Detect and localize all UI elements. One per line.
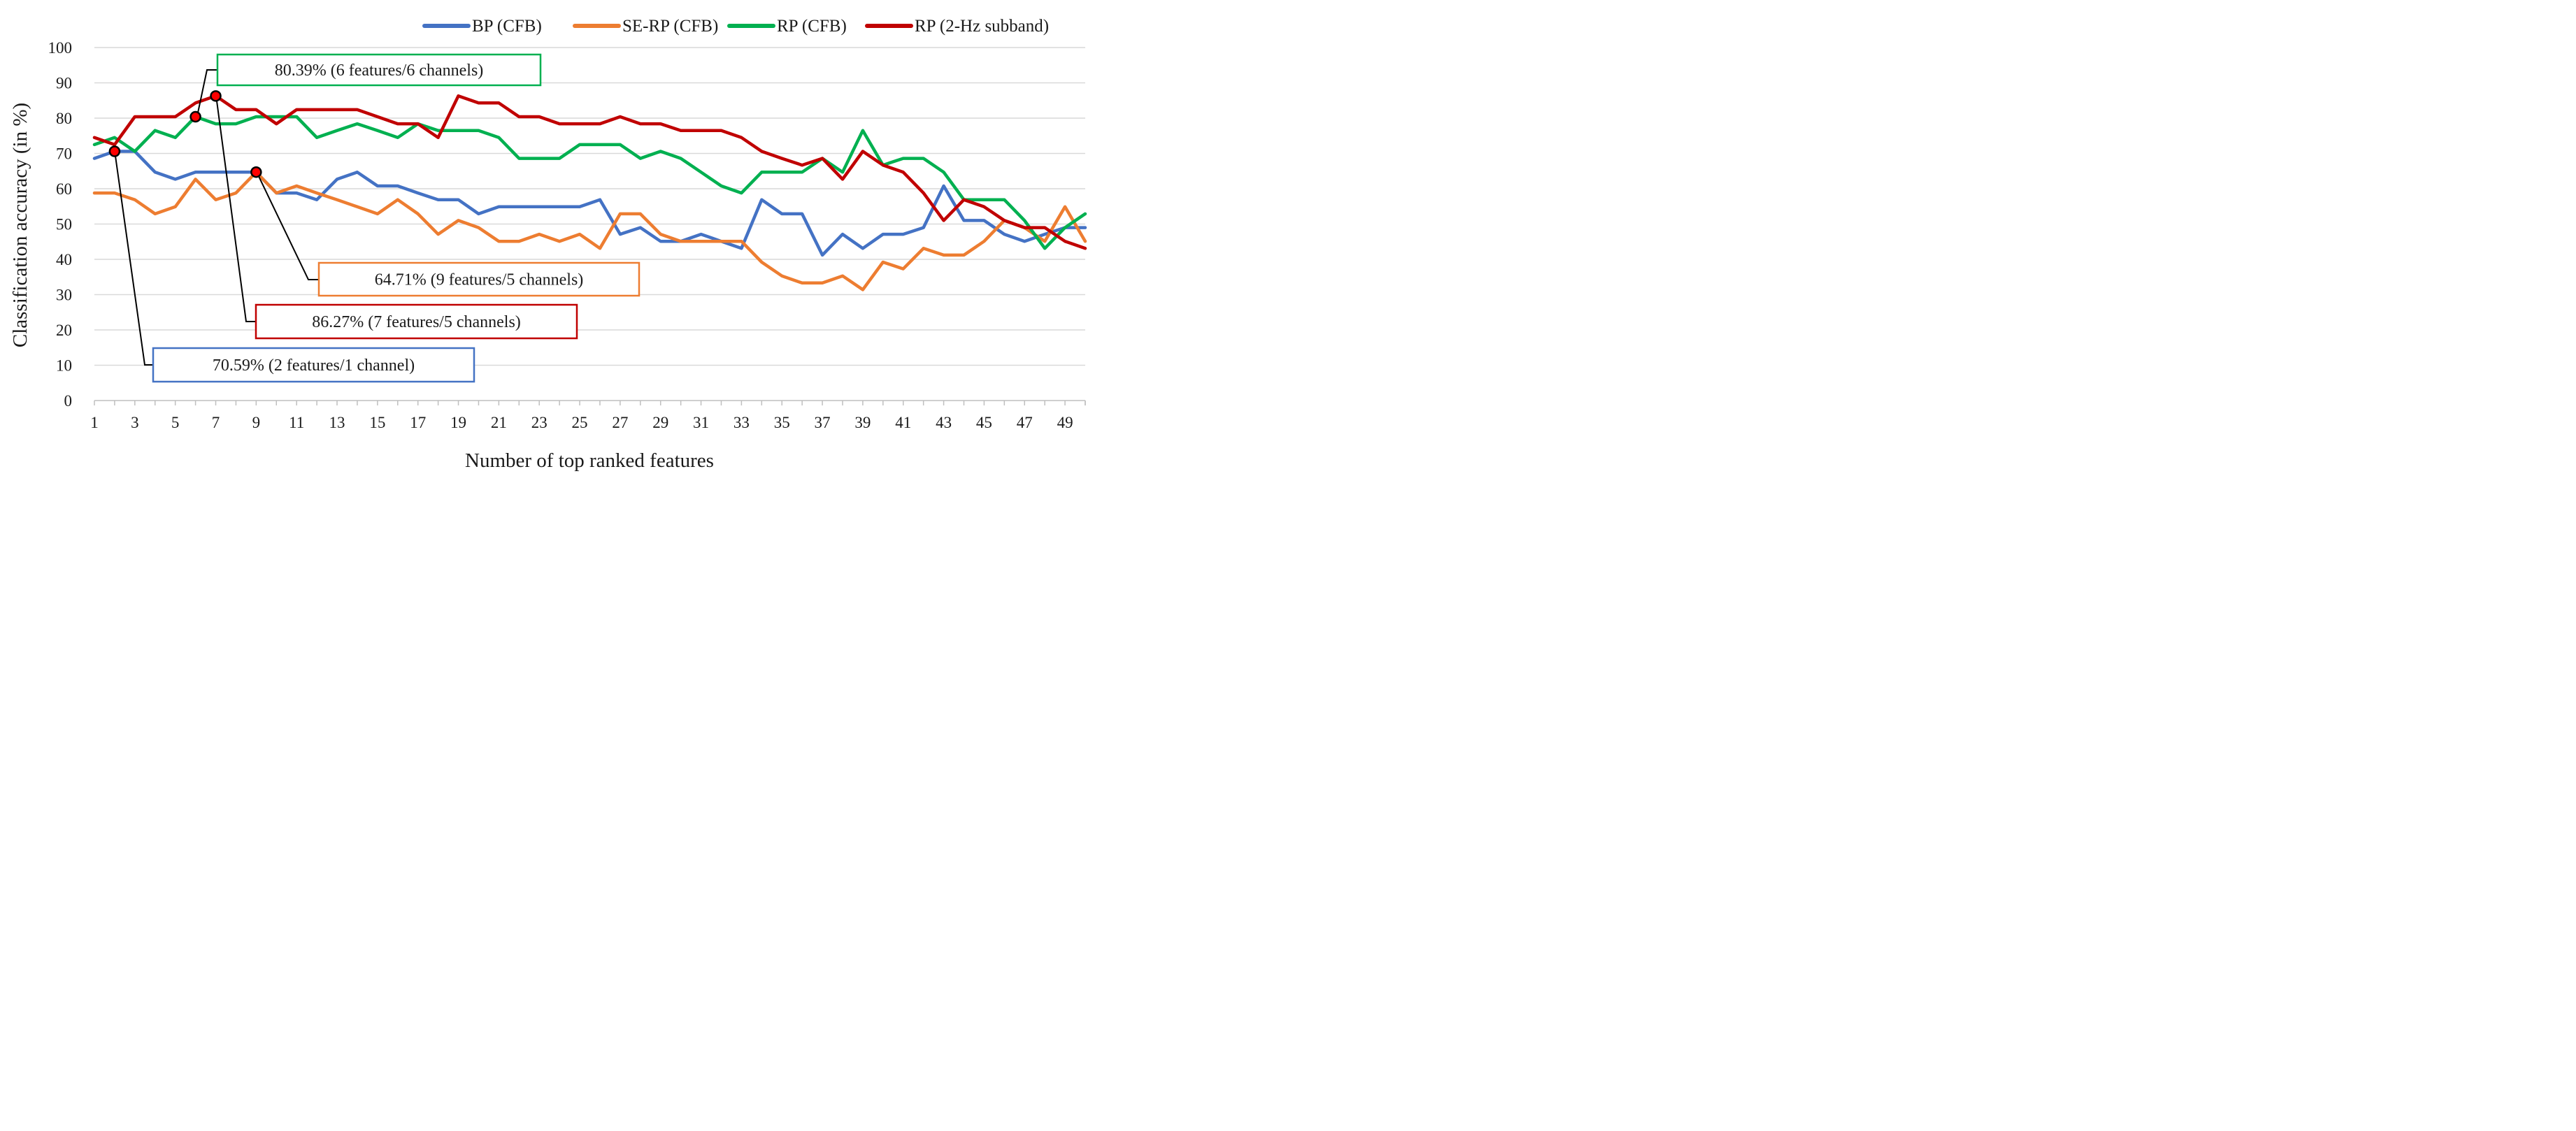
chart-container: 0 10 20 30 40 50 60 70 80 90 100 1 3 5 7 9 11 13 15 17 19 21 2…: [0, 0, 1091, 479]
y-tick-label: 50: [56, 216, 72, 233]
annotation-leader-line: [215, 95, 256, 322]
x-tick-label: 35: [774, 414, 790, 431]
y-tick-label: 40: [56, 251, 72, 268]
x-tick-label: 19: [450, 414, 466, 431]
y-tick-label: 0: [64, 392, 73, 410]
annotation-label: 64.71% (9 features/5 channels): [375, 271, 584, 289]
x-tick-label: 31: [693, 414, 709, 431]
x-tick-label: 1: [90, 414, 99, 431]
legend-label: BP (CFB): [472, 17, 542, 36]
legend-label: SE-RP (CFB): [622, 17, 718, 36]
annotation-leader-line: [196, 69, 217, 117]
annotation-box: [255, 303, 578, 340]
highlight-marker: [210, 90, 222, 102]
series-lines: [92, 94, 1087, 291]
y-tick-label: 30: [56, 287, 72, 304]
gridlines: [94, 47, 1085, 366]
x-tick-label: 9: [252, 414, 261, 431]
series-line-rp-2-hz-subband: [92, 94, 1087, 250]
highlight-marker: [108, 145, 121, 157]
y-tick-label: 100: [48, 39, 73, 57]
x-tick-label: 13: [329, 414, 345, 431]
x-tick-label: 7: [212, 414, 220, 431]
x-tick-label: 47: [1017, 414, 1033, 431]
x-tick-label: 11: [289, 414, 304, 431]
annotation-box: [216, 53, 542, 87]
legend-label: RP (CFB): [777, 17, 847, 36]
y-axis-title: Classification accuracy (in %): [9, 103, 31, 347]
x-tick-label: 29: [652, 414, 668, 431]
x-tick-label: 5: [171, 414, 180, 431]
annotation-box: [317, 261, 641, 297]
legend-label: RP (2-Hz subband): [915, 17, 1049, 36]
x-tick-label: 39: [854, 414, 871, 431]
y-tick-label: 60: [56, 180, 72, 198]
x-tick-label: 15: [369, 414, 385, 431]
annotation-leader-line: [114, 150, 153, 366]
annotation-label: 86.27% (7 features/5 channels): [312, 313, 521, 331]
x-tick-label: 43: [936, 414, 952, 431]
series-line-rp-cfb: [92, 115, 1087, 250]
x-axis-title: Number of top ranked features: [465, 449, 714, 472]
y-tick-label: 70: [56, 145, 72, 163]
x-tick-label: 45: [976, 414, 992, 431]
y-tick-label: 20: [56, 322, 72, 339]
highlight-marker: [189, 110, 201, 123]
x-tick-label: 25: [572, 414, 588, 431]
x-tick-label: 23: [531, 414, 548, 431]
x-tick-label: 37: [815, 414, 831, 431]
x-tick-label: 3: [131, 414, 139, 431]
highlight-marker: [250, 166, 262, 178]
x-tick-label: 33: [734, 414, 750, 431]
annotations: 80.39% (6 features/6 channels) 64.71% (9 …: [108, 53, 641, 383]
annotation-leader-line: [256, 171, 319, 280]
annotation-label: 70.59% (2 features/1 channel): [213, 356, 415, 375]
y-tick-label: 80: [56, 110, 72, 127]
x-tick-label: 49: [1057, 414, 1073, 431]
x-tick-label: 17: [410, 414, 426, 431]
y-tick-label: 10: [56, 357, 72, 375]
annotation-label: 80.39% (6 features/6 channels): [275, 62, 484, 80]
x-tick-label: 41: [895, 414, 911, 431]
x-tick-label: 21: [491, 414, 507, 431]
legend: BP (CFB) SE-RP (CFB) RP (CFB) RP (2-Hz subb…: [422, 17, 1049, 36]
x-tick-label: 27: [612, 414, 628, 431]
annotation-box: [152, 347, 475, 383]
y-tick-label: 90: [56, 75, 72, 92]
